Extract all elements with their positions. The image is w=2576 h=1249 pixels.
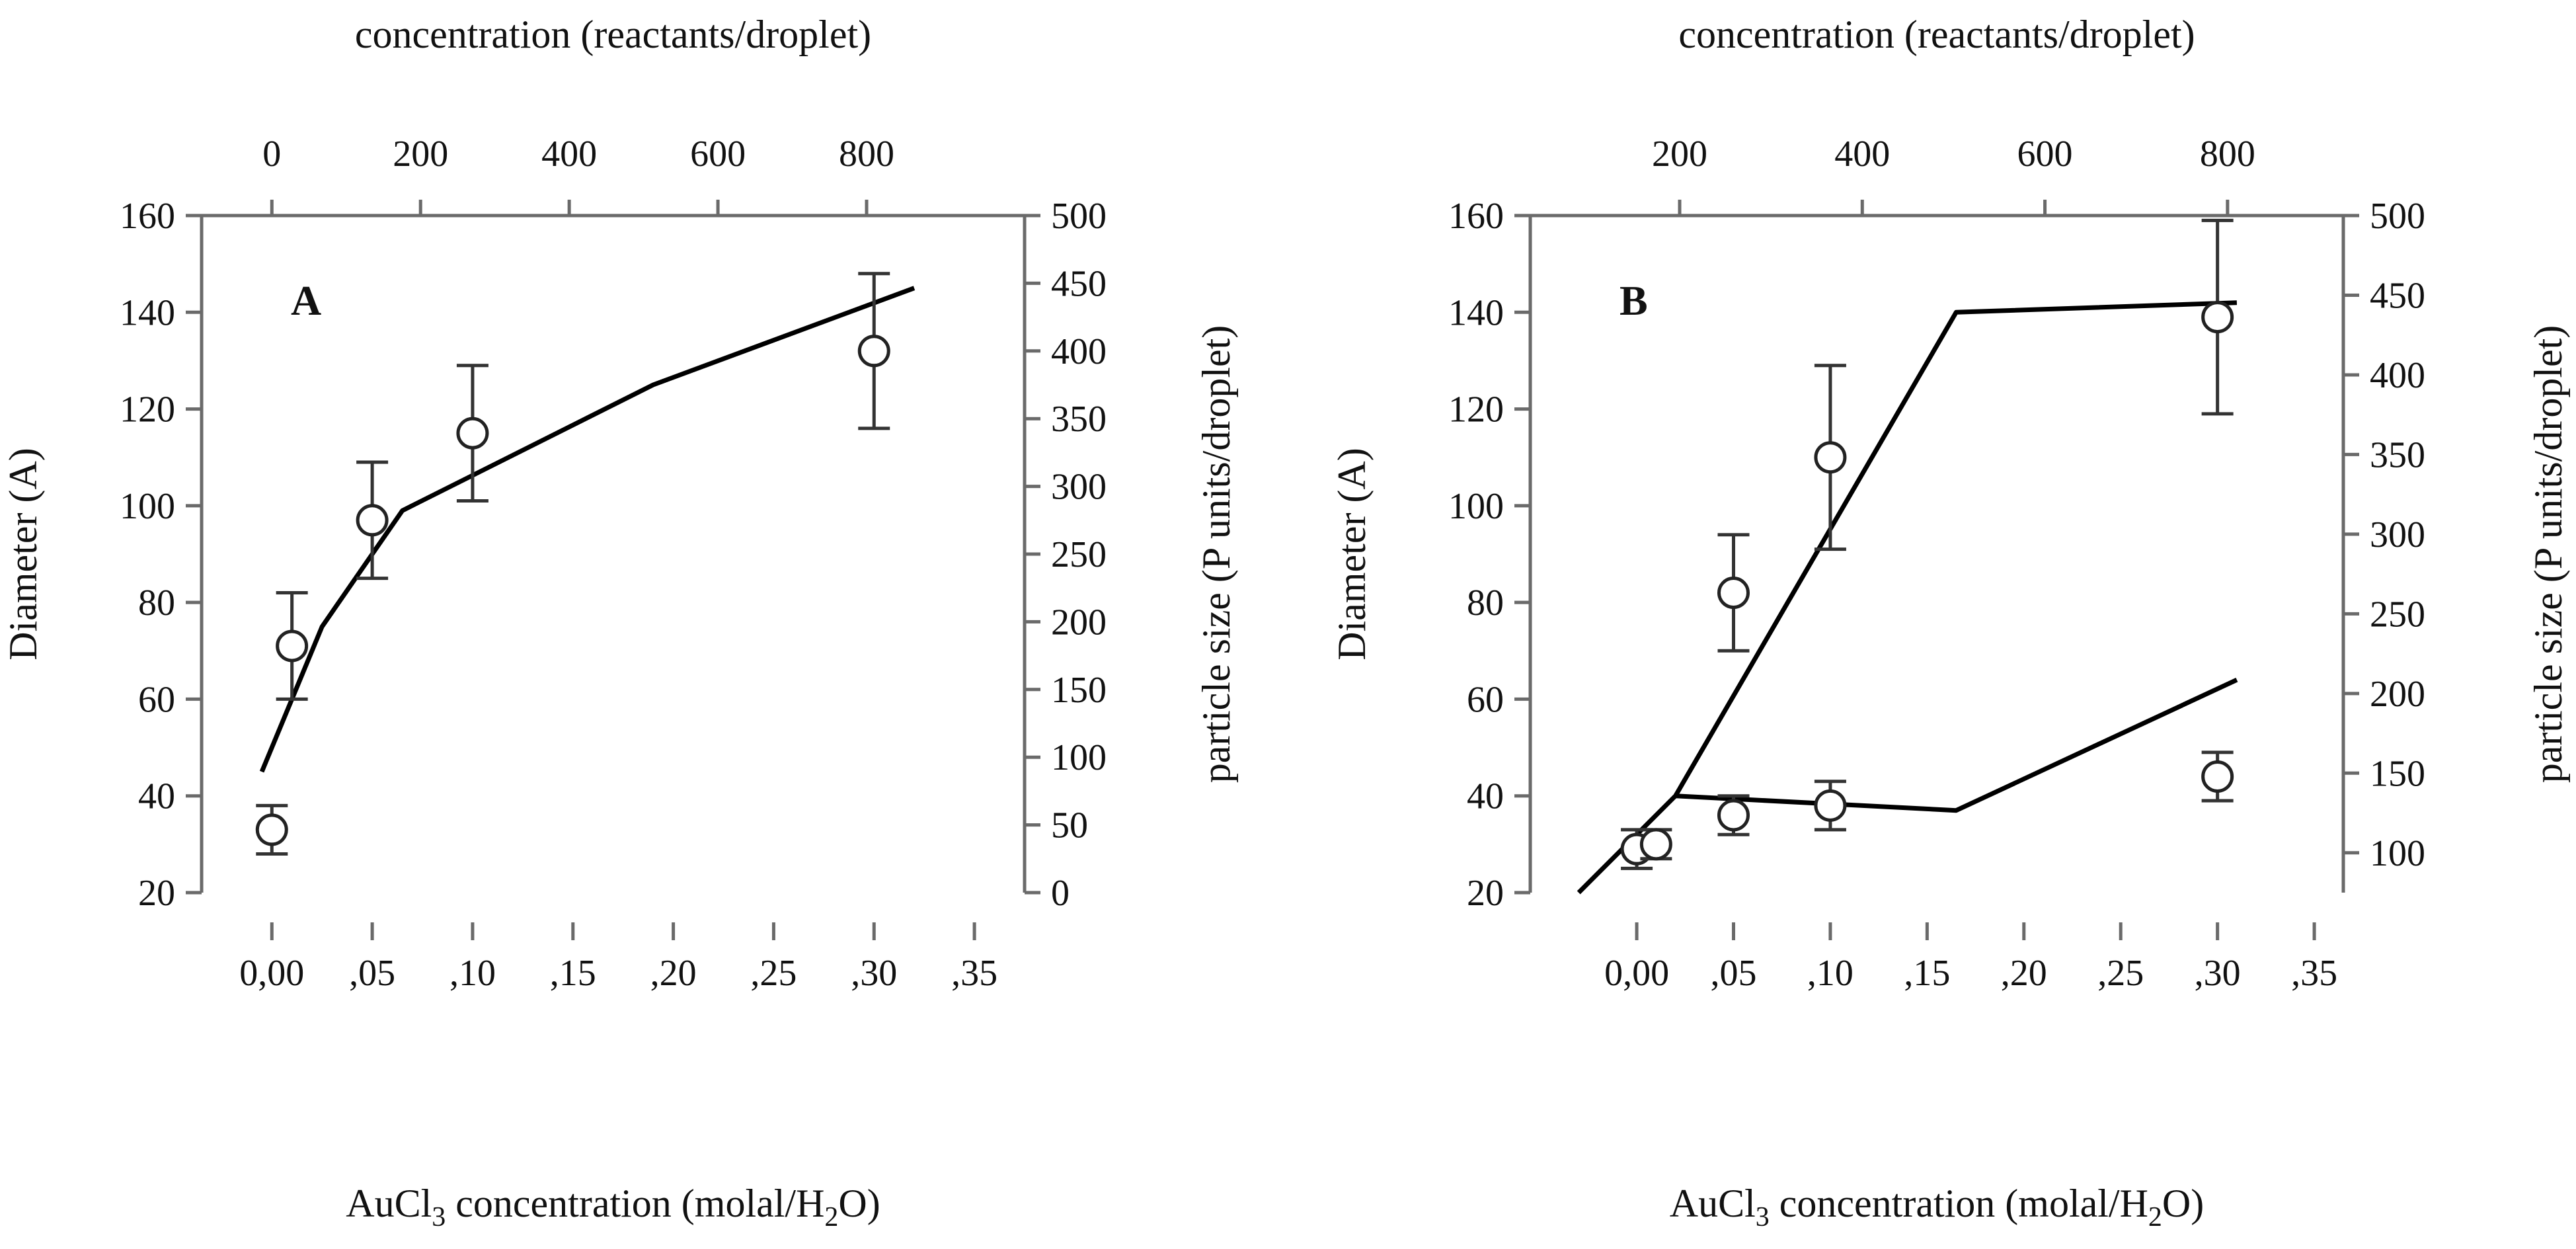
y-tick-label-right: 0 bbox=[1051, 873, 1070, 914]
x-axis-title-part: 2 bbox=[2148, 1202, 2162, 1232]
y-tick-label-right: 300 bbox=[2370, 514, 2425, 555]
x-tick-label-top: 800 bbox=[839, 134, 894, 175]
y-axis-title-right: particle size (P units/droplet) bbox=[2526, 325, 2570, 784]
x-axis-title-bottom: AuCl3 concentration (molal/H2O) bbox=[346, 1182, 880, 1232]
y-tick-label-right: 250 bbox=[2370, 594, 2425, 635]
x-tick-label-bottom: ,05 bbox=[349, 953, 395, 994]
y-tick-label-left: 20 bbox=[1467, 873, 1504, 914]
x-tick-label-bottom: ,10 bbox=[1807, 953, 1854, 994]
series-line bbox=[259, 286, 916, 773]
y-tick-label-left: 40 bbox=[1467, 776, 1504, 817]
y-tick-label-right: 400 bbox=[1051, 331, 1107, 372]
x-tick-label-top: 600 bbox=[690, 134, 746, 175]
data-point bbox=[1814, 789, 1847, 822]
x-axis-title-part: concentration (molal/H bbox=[1770, 1182, 2148, 1225]
y-tick-label-right: 200 bbox=[1051, 602, 1107, 643]
x-tick-label-bottom: ,35 bbox=[2291, 953, 2337, 994]
y-tick-label-right: 500 bbox=[2370, 196, 2425, 237]
y-tick-label-left: 100 bbox=[1448, 486, 1504, 527]
x-tick-label-top: 600 bbox=[2017, 134, 2073, 175]
x-axis-title-part: AuCl bbox=[1670, 1182, 1756, 1225]
x-tick-label-bottom: ,35 bbox=[951, 953, 997, 994]
x-tick-label-top: 400 bbox=[541, 134, 597, 175]
y-axis-title-left: Diameter (A) bbox=[1330, 448, 1374, 661]
y-tick-label-right: 300 bbox=[1051, 467, 1107, 508]
x-tick-label-bottom: ,05 bbox=[1711, 953, 1757, 994]
y-tick-label-left: 120 bbox=[1448, 389, 1504, 430]
panel-label: A bbox=[291, 277, 321, 324]
x-axis-title-part: concentration (molal/H bbox=[446, 1182, 824, 1225]
y-tick-label-right: 500 bbox=[1051, 196, 1107, 237]
data-point bbox=[1717, 799, 1750, 832]
y-tick-label-right: 200 bbox=[2370, 674, 2425, 715]
x-tick-label-bottom: ,30 bbox=[2195, 953, 2241, 994]
x-tick-label-top: 0 bbox=[262, 134, 281, 175]
y-tick-label-left: 40 bbox=[138, 776, 175, 817]
y-tick-label-right: 250 bbox=[1051, 534, 1107, 575]
x-axis-title-top: concentration (reactants/droplet) bbox=[355, 13, 871, 56]
y-tick-label-right: 400 bbox=[2370, 355, 2425, 396]
x-tick-label-top: 800 bbox=[2200, 134, 2255, 175]
x-axis-title-part: AuCl bbox=[346, 1182, 432, 1225]
data-point bbox=[2201, 760, 2234, 793]
x-tick-label-bottom: ,25 bbox=[2097, 953, 2144, 994]
x-tick-label-bottom: ,15 bbox=[1904, 953, 1950, 994]
x-axis-title-part: O) bbox=[2162, 1182, 2204, 1225]
y-axis-title-left: Diameter (A) bbox=[1, 448, 45, 661]
x-tick-label-bottom: ,10 bbox=[449, 953, 496, 994]
y-tick-label-left: 80 bbox=[1467, 583, 1504, 624]
y-tick-label-right: 100 bbox=[1051, 737, 1107, 778]
x-axis-title-part: 2 bbox=[824, 1202, 838, 1232]
data-point bbox=[857, 335, 890, 368]
x-tick-label-bottom: ,30 bbox=[851, 953, 897, 994]
y-tick-label-left: 60 bbox=[1467, 679, 1504, 720]
x-tick-label-bottom: ,20 bbox=[650, 953, 697, 994]
chart-panel-b: 20 40 60 80 100 120 140 160 100 150 200 250 300 350 40… bbox=[1330, 13, 2570, 1232]
y-tick-label-left: 80 bbox=[138, 583, 175, 624]
y-tick-label-left: 20 bbox=[138, 873, 175, 914]
x-axis-title-part: 3 bbox=[432, 1202, 446, 1232]
x-tick-label-bottom: ,25 bbox=[750, 953, 797, 994]
y-tick-label-right: 150 bbox=[1051, 670, 1107, 711]
x-axis-title-part: 3 bbox=[1756, 1202, 1770, 1232]
y-tick-label-right: 450 bbox=[2370, 275, 2425, 316]
x-tick-label-top: 200 bbox=[1652, 134, 1707, 175]
data-point bbox=[1717, 577, 1750, 610]
y-tick-label-right: 100 bbox=[2370, 833, 2425, 874]
y-tick-label-left: 140 bbox=[120, 292, 175, 333]
x-axis-title-top: concentration (reactants/droplet) bbox=[1678, 13, 2195, 56]
y-tick-label-right: 450 bbox=[1051, 263, 1107, 304]
y-tick-label-left: 160 bbox=[1448, 196, 1504, 237]
chart-panel-a: 2040608010012014016005010015020025030035… bbox=[1, 13, 1238, 1232]
y-tick-label-left: 160 bbox=[120, 196, 175, 237]
x-tick-label-top: 400 bbox=[1834, 134, 1890, 175]
x-axis-title-part: O) bbox=[838, 1182, 880, 1225]
y-tick-label-left: 120 bbox=[120, 389, 175, 430]
data-point bbox=[1814, 441, 1847, 474]
y-tick-label-right: 150 bbox=[2370, 753, 2425, 794]
data-point bbox=[1639, 828, 1672, 861]
x-tick-label-bottom: 0,00 bbox=[1604, 953, 1669, 994]
series-line bbox=[1675, 678, 2238, 813]
y-tick-label-left: 100 bbox=[120, 486, 175, 527]
data-point bbox=[255, 813, 288, 846]
x-axis-title-bottom: AuCl3 concentration (molal/H2O) bbox=[1670, 1182, 2204, 1232]
data-point bbox=[456, 417, 489, 450]
data-point bbox=[2201, 301, 2234, 334]
data-point bbox=[276, 629, 309, 663]
panel-label: B bbox=[1620, 277, 1648, 324]
x-tick-label-bottom: 0,00 bbox=[239, 953, 304, 994]
y-tick-label-right: 350 bbox=[1051, 399, 1107, 440]
x-tick-label-bottom: ,15 bbox=[550, 953, 596, 994]
data-point bbox=[356, 504, 389, 537]
y-tick-label-right: 350 bbox=[2370, 434, 2425, 475]
y-axis-title-right: particle size (P units/droplet) bbox=[1194, 325, 1238, 784]
y-tick-label-left: 60 bbox=[138, 679, 175, 720]
x-tick-label-top: 200 bbox=[393, 134, 448, 175]
y-tick-label-right: 50 bbox=[1051, 805, 1088, 846]
x-tick-label-bottom: ,20 bbox=[2001, 953, 2047, 994]
y-tick-label-left: 140 bbox=[1448, 292, 1504, 333]
